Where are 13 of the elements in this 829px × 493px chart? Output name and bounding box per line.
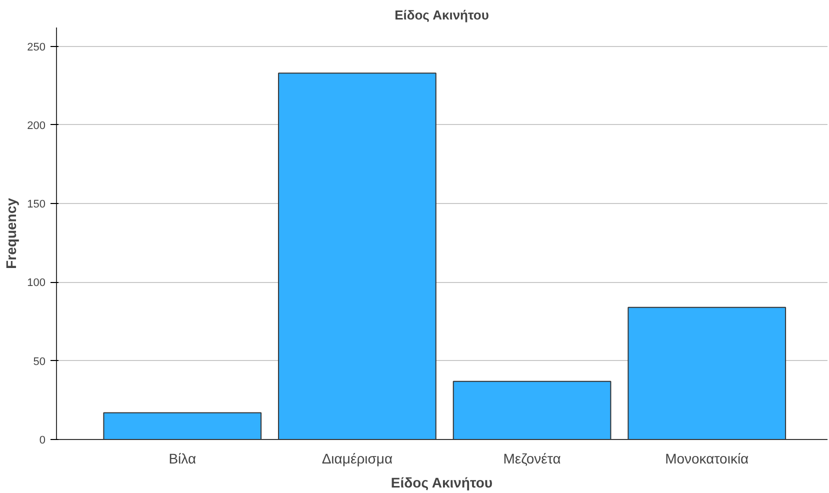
y-tick-label: 0: [39, 434, 46, 446]
y-tick-label: 150: [27, 198, 46, 211]
x-tick-label: Βίλα: [168, 450, 196, 466]
y-tick-label: 200: [27, 120, 46, 132]
y-tick-label: 50: [33, 356, 46, 368]
x-tick-label: Μεζονέτα: [503, 450, 561, 466]
x-tick-label: Διαμέρισμα: [322, 450, 393, 466]
x-axis-title: Είδος Ακινήτου: [390, 474, 493, 490]
x-tick-label: Μονοκατοικία: [665, 450, 749, 466]
y-tick-label: 100: [27, 277, 46, 290]
chart-title: Είδος Ακινήτου: [394, 8, 490, 22]
y-tick-label: 250: [27, 41, 46, 54]
y-axis-title: Frequency: [3, 198, 20, 269]
